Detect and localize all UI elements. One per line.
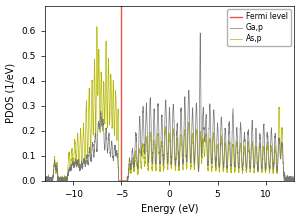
Ga,p [139, 135, 142, 138]
As,p [86, 150, 90, 153]
Ga,p [288, 180, 292, 182]
Legend: Fermi level, Ga,p, As,p: Fermi level, Ga,p, As,p [227, 9, 291, 46]
Ga,p [198, 32, 202, 34]
As,p [43, 176, 46, 179]
Y-axis label: PDOS (1/eV): PDOS (1/eV) [6, 63, 16, 123]
Ga,p [292, 180, 296, 182]
As,p [71, 164, 75, 166]
Ga,p [261, 145, 265, 147]
X-axis label: Energy (eV): Energy (eV) [141, 204, 198, 214]
As,p [261, 158, 265, 160]
Ga,p [43, 180, 46, 182]
Ga,p [86, 161, 90, 163]
As,p [288, 176, 292, 178]
Line: Ga,p: Ga,p [44, 33, 294, 181]
Line: As,p: As,p [44, 27, 294, 181]
As,p [139, 157, 142, 160]
As,p [43, 180, 46, 182]
As,p [95, 25, 99, 28]
Ga,p [71, 164, 75, 166]
As,p [292, 176, 296, 178]
As,p [150, 156, 153, 158]
Ga,p [149, 131, 153, 134]
Ga,p [43, 176, 46, 179]
